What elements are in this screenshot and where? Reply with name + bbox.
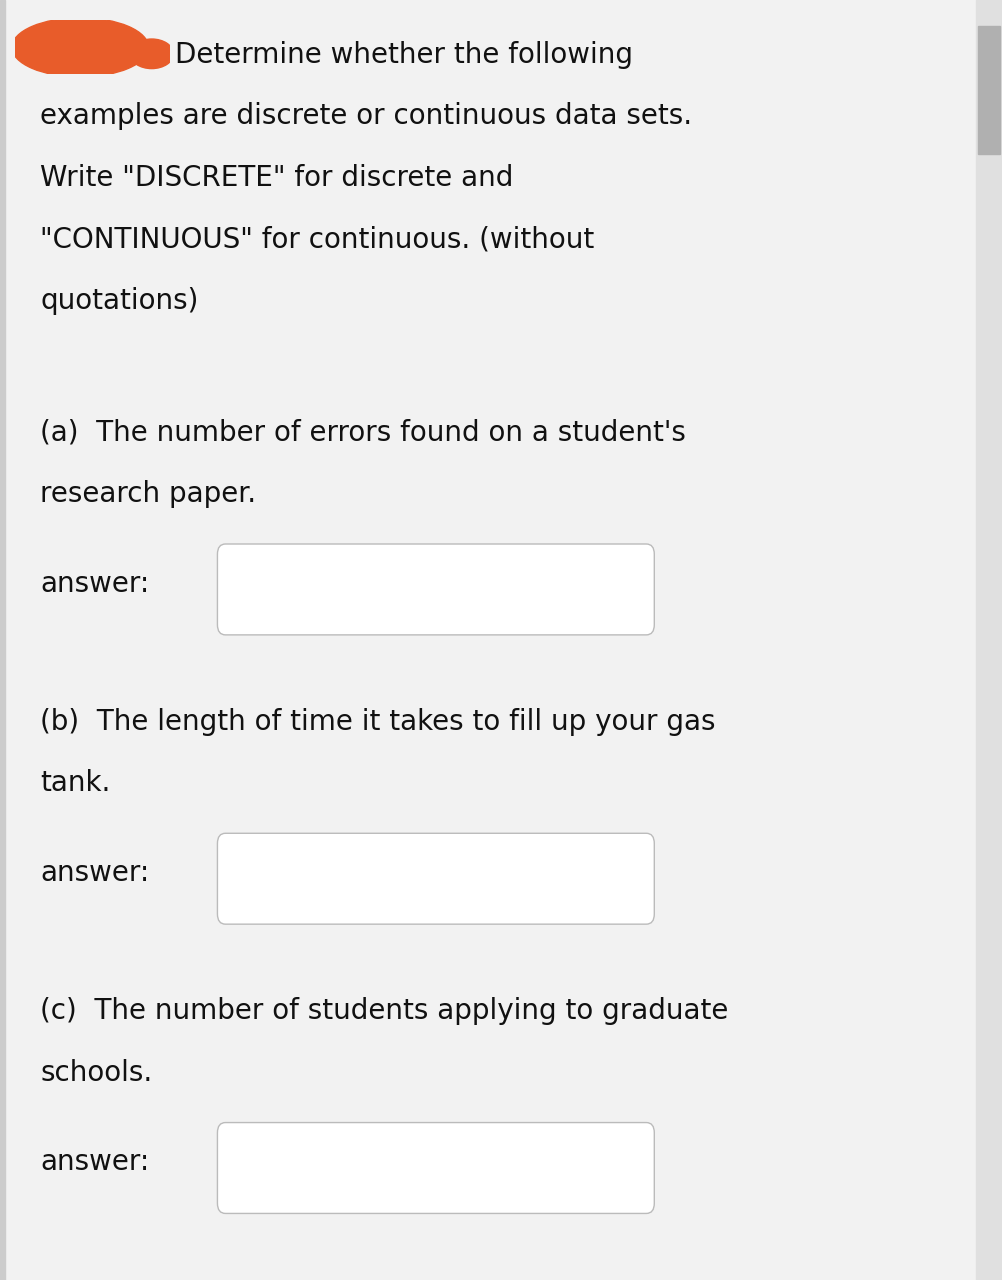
Text: answer:: answer: bbox=[40, 570, 149, 598]
FancyBboxPatch shape bbox=[217, 1123, 654, 1213]
Text: (a)  The number of errors found on a student's: (a) The number of errors found on a stud… bbox=[40, 419, 686, 447]
Text: Write "DISCRETE" for discrete and: Write "DISCRETE" for discrete and bbox=[40, 164, 513, 192]
Text: schools.: schools. bbox=[40, 1059, 152, 1087]
Text: examples are discrete or continuous data sets.: examples are discrete or continuous data… bbox=[40, 102, 692, 131]
FancyBboxPatch shape bbox=[217, 544, 654, 635]
FancyBboxPatch shape bbox=[217, 833, 654, 924]
Text: answer:: answer: bbox=[40, 859, 149, 887]
Text: (c)  The number of students applying to graduate: (c) The number of students applying to g… bbox=[40, 997, 728, 1025]
Text: answer:: answer: bbox=[40, 1148, 149, 1176]
Text: "CONTINUOUS" for continuous. (without: "CONTINUOUS" for continuous. (without bbox=[40, 225, 594, 253]
Bar bbox=[0, 0, 5, 1280]
Text: tank.: tank. bbox=[40, 769, 110, 797]
Text: research paper.: research paper. bbox=[40, 480, 257, 508]
Bar bbox=[978, 26, 1000, 154]
Text: quotations): quotations) bbox=[40, 287, 198, 315]
Bar bbox=[976, 0, 1002, 1280]
Text: Determine whether the following: Determine whether the following bbox=[175, 41, 633, 69]
Text: (b)  The length of time it takes to fill up your gas: (b) The length of time it takes to fill … bbox=[40, 708, 715, 736]
